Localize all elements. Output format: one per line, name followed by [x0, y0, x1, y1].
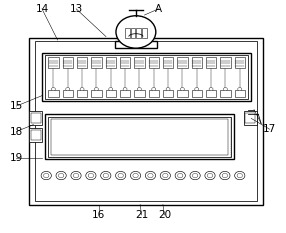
Circle shape	[152, 88, 156, 91]
Circle shape	[109, 88, 113, 91]
Circle shape	[51, 88, 55, 91]
Circle shape	[118, 173, 123, 178]
Circle shape	[209, 88, 213, 91]
Bar	[77, 58, 87, 68]
Bar	[136, 28, 141, 38]
Circle shape	[223, 88, 227, 91]
Circle shape	[41, 171, 51, 180]
Circle shape	[86, 171, 96, 180]
Circle shape	[123, 88, 127, 91]
Bar	[31, 113, 41, 123]
Circle shape	[103, 173, 108, 178]
Circle shape	[237, 173, 243, 178]
Circle shape	[137, 88, 141, 91]
Bar	[29, 38, 263, 205]
Text: 13: 13	[69, 4, 83, 14]
Bar	[45, 114, 234, 159]
Text: 17: 17	[263, 124, 276, 134]
Text: 14: 14	[35, 4, 49, 14]
Circle shape	[66, 88, 70, 91]
Bar	[51, 119, 229, 155]
Circle shape	[133, 173, 138, 178]
Bar	[206, 58, 216, 68]
Bar	[244, 111, 257, 125]
Bar	[63, 58, 73, 68]
Bar	[177, 58, 188, 68]
Circle shape	[222, 173, 228, 178]
Text: 21: 21	[135, 210, 148, 220]
Bar	[91, 90, 102, 97]
Circle shape	[88, 173, 94, 178]
Bar	[48, 116, 231, 157]
Bar	[106, 58, 116, 68]
Circle shape	[238, 88, 242, 91]
Bar	[163, 58, 173, 68]
Circle shape	[130, 171, 141, 180]
Circle shape	[145, 171, 156, 180]
Circle shape	[195, 88, 199, 91]
Circle shape	[56, 171, 66, 180]
Text: 15: 15	[10, 101, 23, 111]
Circle shape	[148, 173, 153, 178]
Bar	[114, 41, 157, 48]
Circle shape	[160, 171, 170, 180]
Circle shape	[116, 16, 156, 48]
Bar	[63, 90, 73, 97]
Text: 19: 19	[10, 153, 23, 163]
Bar	[29, 111, 42, 125]
Bar	[192, 90, 202, 97]
Circle shape	[166, 88, 170, 91]
Bar	[206, 90, 216, 97]
Bar	[77, 90, 87, 97]
Bar	[106, 90, 116, 97]
Bar	[48, 58, 59, 68]
Circle shape	[220, 171, 230, 180]
Bar	[125, 28, 130, 38]
Bar	[134, 90, 144, 97]
Bar	[163, 90, 173, 97]
Circle shape	[101, 171, 111, 180]
Circle shape	[235, 171, 245, 180]
Bar	[177, 90, 188, 97]
Text: 18: 18	[10, 127, 23, 137]
Circle shape	[175, 171, 185, 180]
Bar	[220, 58, 231, 68]
Bar	[120, 58, 130, 68]
Circle shape	[73, 173, 79, 178]
Circle shape	[71, 171, 81, 180]
Bar	[45, 55, 248, 99]
Circle shape	[43, 173, 49, 178]
Circle shape	[205, 171, 215, 180]
Circle shape	[80, 88, 84, 91]
Circle shape	[163, 173, 168, 178]
Bar	[29, 128, 42, 142]
Bar	[220, 90, 231, 97]
Bar	[91, 58, 102, 68]
Circle shape	[94, 88, 98, 91]
Bar	[235, 90, 245, 97]
Bar	[31, 130, 41, 140]
Circle shape	[116, 171, 126, 180]
Circle shape	[180, 88, 184, 91]
Bar	[192, 58, 202, 68]
Text: A: A	[155, 4, 162, 14]
Bar	[42, 53, 251, 101]
Circle shape	[178, 173, 183, 178]
Bar	[148, 90, 159, 97]
Circle shape	[207, 173, 213, 178]
Circle shape	[190, 171, 200, 180]
Circle shape	[192, 173, 198, 178]
Bar	[131, 28, 135, 38]
Bar	[120, 90, 130, 97]
Bar	[134, 58, 144, 68]
Bar	[142, 28, 147, 38]
Bar	[235, 58, 245, 68]
Text: 16: 16	[92, 210, 106, 220]
Bar	[48, 90, 59, 97]
Bar	[35, 41, 257, 201]
Text: 20: 20	[158, 210, 171, 220]
Bar	[245, 113, 255, 123]
Bar	[148, 58, 159, 68]
Circle shape	[58, 173, 64, 178]
